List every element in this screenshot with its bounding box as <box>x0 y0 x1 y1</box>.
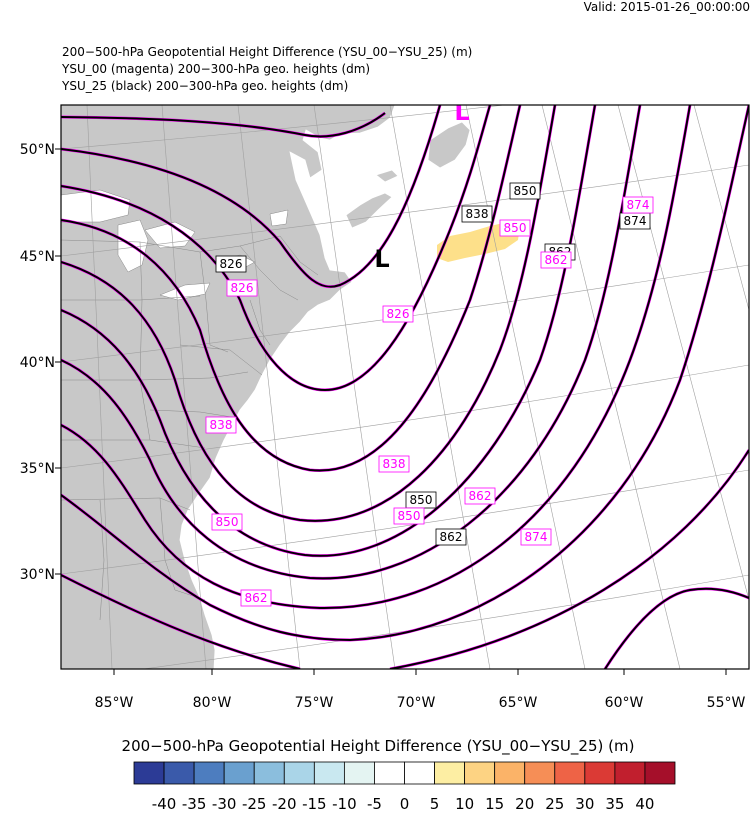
contour-label-black: 838 <box>461 205 493 223</box>
colorbar-tick-label: -30 <box>212 795 237 813</box>
land-mass <box>61 105 471 669</box>
colorbar-tick-label: 25 <box>545 795 564 813</box>
subtitle-magenta: YSU_00 (magenta) 200−300-hPa geo. height… <box>62 62 371 76</box>
svg-text:862: 862 <box>469 489 492 503</box>
colorbar-tick-label: 5 <box>430 795 440 813</box>
plot-title: 200−500-hPa Geopotential Height Differen… <box>62 45 473 59</box>
colorbar-tick-label: 0 <box>400 795 410 813</box>
svg-text:826: 826 <box>220 257 243 271</box>
svg-text:874: 874 <box>624 214 647 228</box>
colorbar-swatch <box>223 761 255 785</box>
colorbar-swatch <box>524 761 556 785</box>
colorbar-swatch <box>133 761 165 785</box>
lon-label: 55°W <box>707 695 746 711</box>
colorbar-swatch <box>343 761 375 785</box>
svg-text:874: 874 <box>627 198 650 212</box>
lat-label: 50°N <box>20 142 55 158</box>
svg-text:850: 850 <box>514 184 537 198</box>
lon-label: 80°W <box>193 695 232 711</box>
colorbar-tick-label: -25 <box>242 795 267 813</box>
lon-label: 85°W <box>95 695 134 711</box>
contour-label-magenta: 850 <box>393 507 425 525</box>
colorbar-swatch <box>404 761 435 785</box>
colorbar-swatch <box>283 761 315 785</box>
colorbar-tick-label: -10 <box>332 795 357 813</box>
colorbar-swatch <box>644 761 676 785</box>
colorbar-tick-label: 35 <box>605 795 624 813</box>
colorbar-tick-label: -15 <box>302 795 327 813</box>
colorbar-swatch <box>374 761 405 785</box>
map-frame <box>60 104 750 670</box>
svg-text:838: 838 <box>383 457 406 471</box>
contour-label-black: 850 <box>509 182 541 200</box>
contour-label-black: 826 <box>215 255 247 273</box>
svg-text:850: 850 <box>504 221 527 235</box>
colorbar-title: 200−500-hPa Geopotential Height Differen… <box>121 737 635 755</box>
subtitle-black: YSU_25 (black) 200−300-hPa geo. heights … <box>62 79 349 93</box>
colorbar-tick-label: -20 <box>272 795 297 813</box>
political-borders <box>61 235 319 621</box>
svg-text:862: 862 <box>245 591 268 605</box>
colorbar-tick-label: -35 <box>182 795 207 813</box>
lon-label: 60°W <box>605 695 644 711</box>
contour-label-magenta: 826 <box>382 305 414 323</box>
colorbar-tick-label: -40 <box>152 795 177 813</box>
lon-label: 70°W <box>397 695 436 711</box>
svg-text:838: 838 <box>210 418 233 432</box>
colorbar: -40 -35 -30 -25 -20 -15 -10 -5 0 5 10 15 20 25 30 35 40 <box>133 761 676 813</box>
contour-label-black: 862 <box>435 528 467 546</box>
colorbar-swatch <box>313 761 345 785</box>
svg-text:838: 838 <box>466 207 489 221</box>
colorbar-tick-label: 30 <box>575 795 594 813</box>
contour-label-black: 874 <box>619 212 651 230</box>
colorbar-tick-label: 40 <box>635 795 654 813</box>
contour-label-magenta: 874 <box>520 528 552 546</box>
colorbar-swatch <box>163 761 195 785</box>
low-marker-black: L <box>374 245 389 273</box>
lat-label: 30°N <box>20 567 55 583</box>
svg-text:862: 862 <box>440 530 463 544</box>
svg-text:850: 850 <box>410 493 433 507</box>
lat-label: 35°N <box>20 461 55 477</box>
positive-anomaly-patch <box>437 222 520 262</box>
ysu25-contours <box>61 105 749 669</box>
colorbar-swatch <box>434 761 466 785</box>
contour-label-magenta: 862 <box>540 251 572 269</box>
low-marker-magenta: L <box>454 98 469 126</box>
lat-label: 45°N <box>20 249 55 265</box>
colorbar-tick-label: 20 <box>515 795 534 813</box>
contour-label-magenta: 838 <box>378 455 410 473</box>
colorbar-swatch <box>554 761 586 785</box>
svg-text:862: 862 <box>545 253 568 267</box>
svg-text:850: 850 <box>398 509 421 523</box>
valid-time: Valid: 2015-01-26_00:00:00 <box>583 0 750 14</box>
contour-label-magenta: 850 <box>499 219 531 237</box>
contour-label-magenta: 850 <box>211 513 243 531</box>
contour-label-magenta: 862 <box>464 487 496 505</box>
map-area: 826 838 850 850 862 862 <box>61 98 749 669</box>
colorbar-swatch <box>494 761 526 785</box>
lon-label: 65°W <box>499 695 538 711</box>
colorbar-swatch <box>584 761 616 785</box>
contour-label-magenta: 838 <box>205 416 237 434</box>
colorbar-swatch <box>464 761 496 785</box>
contour-label-magenta: 862 <box>240 589 272 607</box>
colorbar-swatch <box>614 761 646 785</box>
lat-label: 40°N <box>20 355 55 371</box>
svg-text:826: 826 <box>387 307 410 321</box>
svg-text:826: 826 <box>231 281 254 295</box>
colorbar-tick-label: -5 <box>367 795 382 813</box>
contour-label-magenta: 874 <box>622 196 654 214</box>
lon-label: 75°W <box>295 695 334 711</box>
contour-label-magenta: 826 <box>226 279 258 297</box>
svg-text:874: 874 <box>525 530 548 544</box>
colorbar-swatch <box>253 761 285 785</box>
svg-text:850: 850 <box>216 515 239 529</box>
colorbar-swatch <box>193 761 225 785</box>
colorbar-tick-label: 10 <box>455 795 474 813</box>
colorbar-tick-label: 15 <box>485 795 504 813</box>
contour-label-black: 850 <box>405 491 437 509</box>
